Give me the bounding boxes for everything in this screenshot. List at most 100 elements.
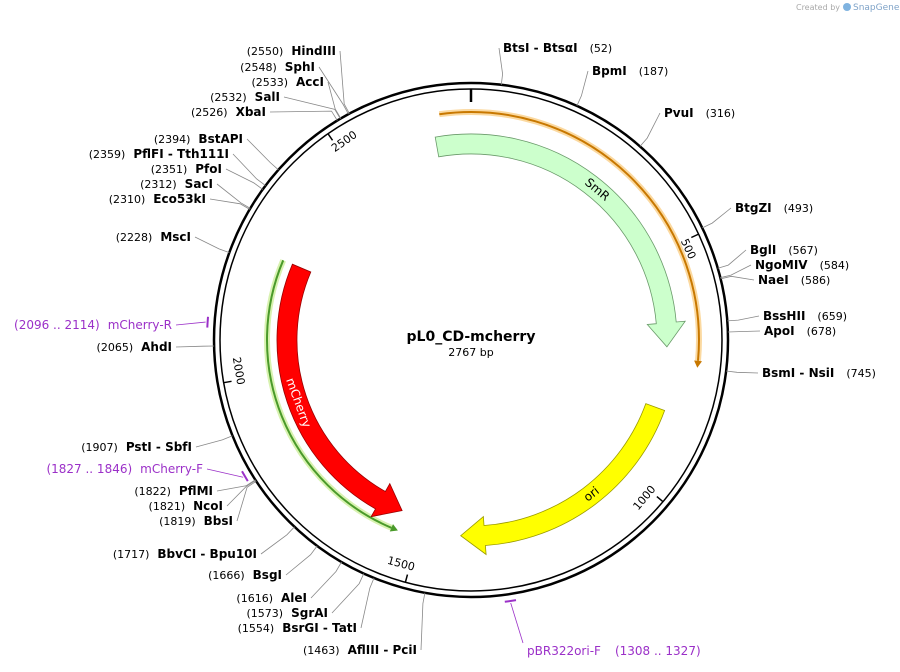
primer-position: (2096 .. 2114) [14, 318, 100, 332]
primer-mark [241, 470, 249, 482]
primer-position: (1827 .. 1846) [46, 462, 132, 476]
site-position: (2532) [210, 91, 247, 104]
site-position: (2533) [251, 76, 288, 89]
feature-arrow [434, 133, 687, 348]
site-position: (2351) [151, 163, 188, 176]
primer-name: pBR322ori-F [527, 644, 601, 658]
site-position: (1822) [134, 485, 171, 498]
site-line [318, 66, 349, 115]
site-label: PvuI (316) [664, 106, 735, 120]
tick-label: 1500 [386, 554, 416, 574]
site-line [420, 592, 426, 651]
site-line [720, 275, 755, 281]
logo [843, 3, 851, 11]
site-position: (1907) [81, 441, 118, 454]
site-position: (316) [706, 107, 736, 120]
tick-label: 1000 [630, 483, 658, 513]
plasmid-length: 2767 bp [448, 346, 493, 359]
brand: SnapGene [853, 3, 900, 13]
site-line [226, 479, 256, 507]
site-position: (2526) [191, 106, 228, 119]
site-name: BsmI - NsiI [762, 366, 834, 380]
site-label: ApoI (678) [764, 324, 836, 338]
tick-mark [691, 233, 699, 239]
site-position: (1463) [303, 644, 340, 657]
site-line [310, 561, 342, 599]
site-label: (1666) BsgI [208, 568, 282, 582]
site-name: PstI - SbfI [126, 440, 192, 454]
site-name: BtgZI [735, 201, 772, 215]
site-line [216, 183, 251, 209]
site-position: (1821) [149, 500, 186, 513]
site-position: (187) [639, 65, 669, 78]
promoter-arrow [439, 111, 700, 361]
site-position: (1819) [159, 515, 196, 528]
site-name: SalI [255, 90, 280, 104]
tick-mark [656, 495, 664, 503]
site-line [327, 81, 342, 119]
primer-name: mCherry-F [140, 462, 203, 476]
primer-mark [504, 599, 517, 603]
site-position: (2228) [116, 231, 153, 244]
tick-mark [223, 380, 232, 384]
site-line [339, 50, 350, 114]
site-line [727, 330, 761, 333]
primer-label: pBR322ori-F (1308 .. 1327) [527, 644, 701, 658]
site-position: (678) [807, 325, 837, 338]
primer-label: (2096 .. 2114) mCherry-R [14, 318, 172, 332]
site-position: (584) [820, 259, 850, 272]
site-name: AleI [281, 591, 307, 605]
site-name: NaeI [758, 273, 789, 287]
site-label: (1821) NcoI [149, 499, 223, 513]
site-line [639, 112, 661, 147]
site-position: (1717) [113, 548, 150, 561]
site-position: (2065) [97, 341, 134, 354]
site-position: (1616) [236, 592, 273, 605]
promoter-arrow-head [694, 360, 702, 368]
site-label: (2548) SphI [240, 60, 315, 74]
site-name: PvuI [664, 106, 694, 120]
tick-label: 2000 [230, 356, 248, 386]
site-label: (2351) PfoI [151, 162, 222, 176]
site-line [209, 198, 250, 210]
site-label: NaeI (586) [758, 273, 830, 287]
site-name: NcoI [193, 499, 223, 513]
site-line [720, 264, 752, 279]
site-line [246, 138, 279, 171]
feature-arrow [460, 403, 666, 556]
site-name: PflMI [179, 484, 213, 498]
site-label: (1907) PstI - SbfI [81, 440, 192, 454]
site-line [225, 168, 264, 190]
site-label: (1717) BbvCI - Bpu10I [113, 547, 257, 561]
site-label: (2550) HindIII [247, 44, 336, 58]
site-position: (2548) [240, 61, 277, 74]
site-line [232, 153, 266, 186]
site-label: BtsI - BtsαI (52) [503, 41, 612, 55]
site-position: (1666) [208, 569, 245, 582]
site-name: AccI [296, 75, 324, 89]
site-position: (659) [817, 310, 847, 323]
site-name: BtsI - BtsαI [503, 41, 578, 55]
site-name: BglI [750, 243, 776, 257]
site-name: SacI [185, 177, 213, 191]
site-position: (2312) [140, 178, 177, 191]
site-name: AhdI [141, 340, 172, 354]
site-label: (2394) BstAPI [154, 132, 243, 146]
site-line [360, 577, 375, 629]
primer-mark [206, 316, 209, 328]
site-position: (52) [590, 42, 613, 55]
site-label: BtgZI (493) [735, 201, 813, 215]
site-label: (1573) SgrAI [247, 606, 328, 620]
site-name: PflFI - Tth111I [133, 147, 229, 161]
site-label: (2065) AhdI [97, 340, 172, 354]
credit: Created by [796, 3, 840, 12]
site-name: HindIII [291, 44, 336, 58]
site-name: BbvCI - Bpu10I [157, 547, 257, 561]
site-label: (1616) AleI [236, 591, 307, 605]
plasmid-name: pL0_CD-mcherry [407, 329, 536, 345]
site-line [576, 70, 589, 106]
site-position: (1573) [247, 607, 284, 620]
site-label: (2310) Eco53kI [109, 192, 206, 206]
primer-line [206, 468, 244, 478]
